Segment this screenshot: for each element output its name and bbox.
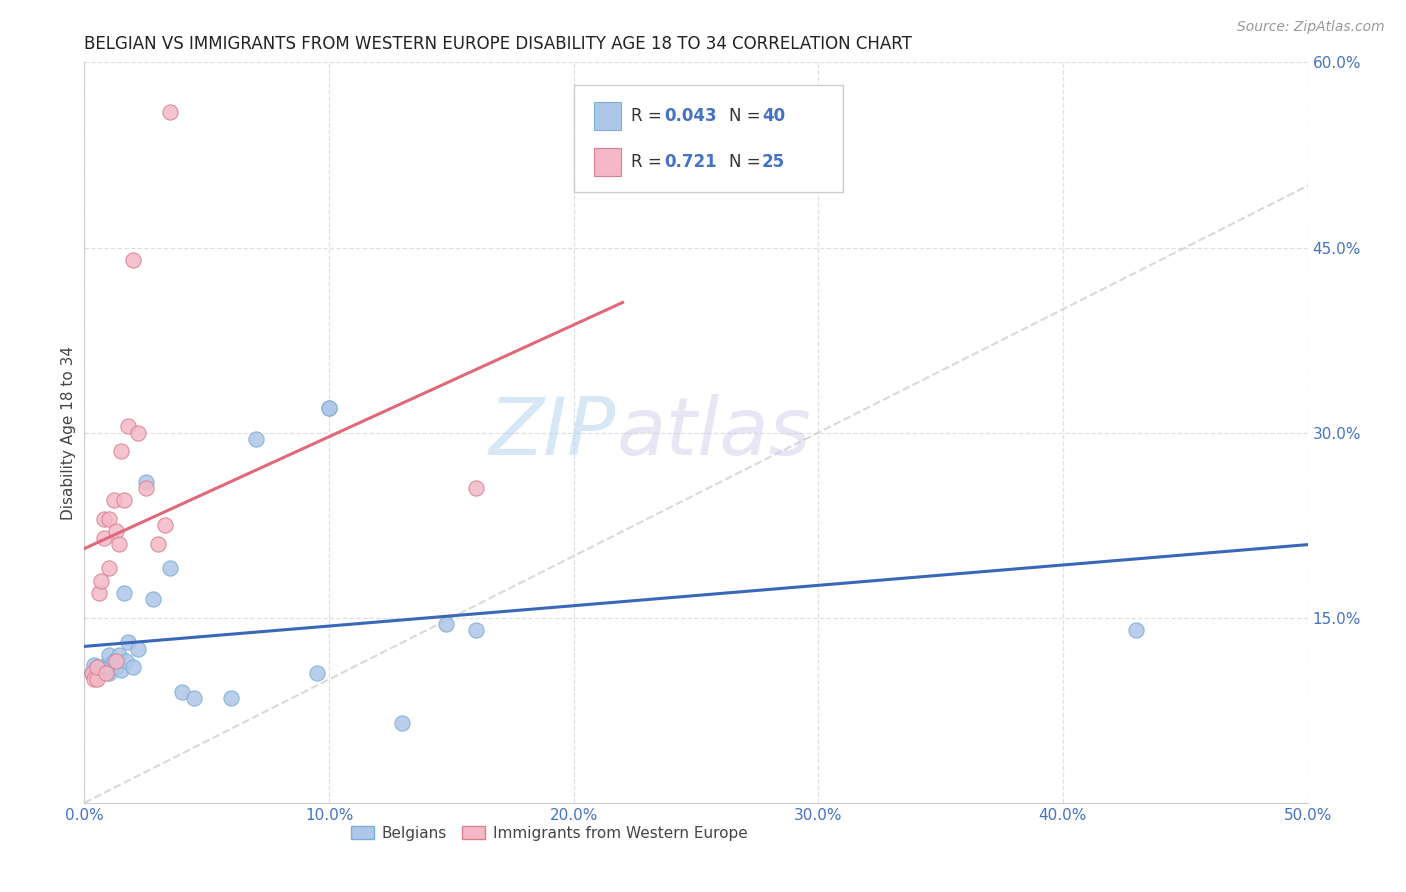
Text: 0.721: 0.721 bbox=[664, 153, 717, 171]
Point bbox=[86, 660, 108, 674]
Point bbox=[305, 666, 328, 681]
Point bbox=[105, 654, 128, 668]
Point bbox=[83, 663, 105, 677]
Text: N =: N = bbox=[728, 153, 766, 171]
Point bbox=[318, 401, 340, 415]
Point bbox=[391, 715, 413, 730]
Text: Source: ZipAtlas.com: Source: ZipAtlas.com bbox=[1237, 20, 1385, 34]
Point bbox=[172, 685, 194, 699]
Point bbox=[93, 666, 115, 681]
FancyBboxPatch shape bbox=[574, 85, 842, 192]
Point bbox=[80, 666, 103, 681]
FancyBboxPatch shape bbox=[595, 148, 621, 177]
Point bbox=[86, 660, 108, 674]
Text: 25: 25 bbox=[762, 153, 785, 171]
Point bbox=[1125, 623, 1147, 637]
Point bbox=[112, 586, 135, 600]
Point bbox=[100, 660, 122, 674]
Point bbox=[90, 574, 112, 588]
Point bbox=[464, 481, 486, 495]
Point bbox=[93, 512, 115, 526]
Text: N =: N = bbox=[728, 107, 766, 125]
Point bbox=[159, 104, 181, 119]
Text: ZIP: ZIP bbox=[489, 393, 616, 472]
Point bbox=[117, 419, 139, 434]
Legend: Belgians, Immigrants from Western Europe: Belgians, Immigrants from Western Europe bbox=[344, 820, 754, 847]
Point bbox=[107, 648, 129, 662]
Point bbox=[97, 561, 120, 575]
Point bbox=[86, 673, 108, 687]
Point bbox=[146, 536, 169, 550]
Text: BELGIAN VS IMMIGRANTS FROM WESTERN EUROPE DISABILITY AGE 18 TO 34 CORRELATION CH: BELGIAN VS IMMIGRANTS FROM WESTERN EUROP… bbox=[84, 35, 912, 53]
FancyBboxPatch shape bbox=[595, 102, 621, 130]
Point bbox=[93, 531, 115, 545]
Point bbox=[122, 252, 145, 267]
Point bbox=[96, 666, 118, 681]
Point bbox=[90, 666, 112, 681]
Point bbox=[83, 657, 105, 672]
Point bbox=[183, 690, 205, 705]
Point bbox=[110, 663, 132, 677]
Point bbox=[159, 561, 181, 575]
Point bbox=[245, 432, 267, 446]
Point bbox=[105, 660, 128, 674]
Point bbox=[105, 524, 128, 539]
Point bbox=[436, 616, 458, 631]
Point bbox=[464, 623, 486, 637]
Point bbox=[127, 641, 149, 656]
Point bbox=[87, 663, 110, 677]
Point bbox=[103, 493, 125, 508]
Text: atlas: atlas bbox=[616, 393, 811, 472]
Point bbox=[153, 518, 176, 533]
Point bbox=[80, 666, 103, 681]
Point bbox=[103, 654, 125, 668]
Point bbox=[107, 536, 129, 550]
Point bbox=[142, 592, 165, 607]
Point bbox=[96, 660, 118, 674]
Point bbox=[110, 444, 132, 458]
Text: R =: R = bbox=[631, 107, 666, 125]
Point bbox=[112, 493, 135, 508]
Point bbox=[93, 660, 115, 674]
Point bbox=[97, 660, 120, 674]
Point bbox=[318, 401, 340, 415]
Point bbox=[219, 690, 242, 705]
Y-axis label: Disability Age 18 to 34: Disability Age 18 to 34 bbox=[60, 345, 76, 520]
Text: R =: R = bbox=[631, 153, 666, 171]
Point bbox=[96, 657, 118, 672]
Point bbox=[87, 586, 110, 600]
Point bbox=[87, 666, 110, 681]
Text: 0.043: 0.043 bbox=[664, 107, 717, 125]
Point bbox=[117, 635, 139, 649]
Point bbox=[97, 666, 120, 681]
Point bbox=[90, 663, 112, 677]
Point bbox=[97, 512, 120, 526]
Text: 40: 40 bbox=[762, 107, 785, 125]
Point bbox=[122, 660, 145, 674]
Point bbox=[127, 425, 149, 440]
Point bbox=[83, 673, 105, 687]
Point bbox=[86, 666, 108, 681]
Point bbox=[135, 481, 157, 495]
Point bbox=[97, 648, 120, 662]
Point bbox=[115, 654, 138, 668]
Point bbox=[135, 475, 157, 489]
